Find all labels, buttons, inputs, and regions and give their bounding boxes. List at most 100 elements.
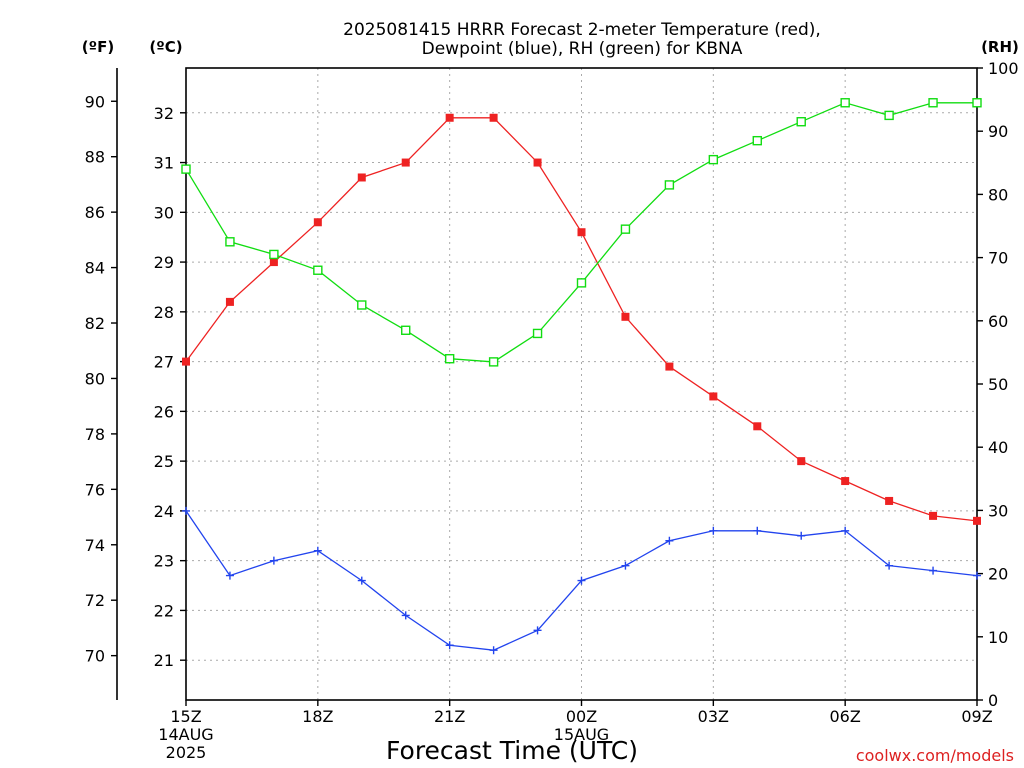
fahrenheit-tick-label: 70 (85, 647, 105, 666)
dewpoint-point (401, 611, 410, 620)
celsius-tick-label: 26 (154, 402, 174, 421)
celsius-tick-label: 31 (154, 154, 174, 173)
rh-point (796, 117, 806, 127)
dewpoint-point (357, 576, 366, 585)
dewpoint-point (929, 566, 938, 575)
data-series (181, 98, 982, 655)
x-tick-label: 15AUG (554, 725, 609, 744)
temperature-point (445, 113, 454, 122)
dewpoint-point (753, 526, 762, 535)
temperature-point (885, 496, 894, 505)
celsius-tick-label: 23 (154, 552, 174, 571)
dewpoint-point (621, 561, 630, 570)
dewpoint-point (445, 641, 454, 650)
x-tick-label: 18Z (302, 707, 333, 726)
temperature-point (225, 297, 234, 306)
temperature-point (313, 218, 322, 227)
rh-point (444, 354, 455, 364)
x-tick-label: 00Z (566, 707, 597, 726)
celsius-tick-label: 30 (154, 203, 174, 222)
x-axis-title: Forecast Time (UTC) (386, 736, 638, 765)
dewpoint-point (577, 576, 586, 585)
temperature-point (357, 173, 366, 182)
temperature-point (929, 511, 938, 520)
dewpoint-point (709, 526, 718, 535)
rh-tick-label: 60 (988, 312, 1008, 331)
celsius-tick-label: 25 (154, 452, 174, 471)
celsius-tick-label: 28 (154, 303, 174, 322)
temperature-point (401, 158, 410, 167)
temperature-point (533, 158, 542, 167)
x-tick-label: 2025 (166, 743, 207, 762)
temperature-point (709, 392, 718, 401)
rh-unit-label: (RH) (981, 38, 1019, 56)
celsius-tick-label: 21 (154, 651, 174, 670)
rh-tick-label: 30 (988, 501, 1008, 520)
fahrenheit-tick-label: 76 (85, 480, 105, 499)
chart-title-line2: Dewpoint (blue), RH (green) for KBNA (422, 39, 743, 59)
watermark-text: coolwx.com/models (856, 746, 1014, 765)
dewpoint-point (533, 626, 542, 635)
rh-point (928, 98, 938, 108)
rh-point (313, 265, 323, 275)
fahrenheit-unit-label: (ºF) (82, 38, 114, 56)
temperature-point (797, 457, 806, 466)
rh-point (620, 224, 631, 234)
dewpoint-point (885, 561, 894, 570)
rh-point (532, 328, 543, 339)
temperature-point (182, 357, 190, 366)
rh-point (840, 98, 850, 108)
x-tick-label: 14AUG (158, 725, 213, 744)
celsius-unit-label: (ºC) (149, 38, 182, 56)
rh-point (269, 249, 279, 260)
rh-tick-label: 20 (988, 565, 1008, 584)
rh-point (664, 180, 675, 190)
fahrenheit-tick-label: 80 (85, 369, 105, 388)
temperature-point (269, 258, 278, 267)
x-tick-label: 15Z (170, 707, 201, 726)
rh-point (708, 154, 719, 165)
rh-point (401, 325, 411, 335)
x-tick-label: 21Z (434, 707, 465, 726)
temperature-point (621, 312, 630, 321)
x-tick-label: 09Z (961, 707, 992, 726)
rh-tick-label: 90 (988, 122, 1008, 141)
series-dewpoint (182, 506, 981, 655)
temperature-point (665, 362, 674, 371)
fahrenheit-tick-label: 84 (85, 259, 105, 278)
rh-point (225, 237, 235, 247)
rh-point (357, 300, 367, 310)
dewpoint-point (225, 571, 234, 580)
temperature-point (973, 516, 981, 525)
dewpoint-point (182, 506, 190, 515)
rh-tick-label: 100 (988, 59, 1019, 78)
fahrenheit-tick-label: 78 (85, 425, 105, 444)
rh-tick-label: 80 (988, 185, 1008, 204)
rh-tick-label: 10 (988, 628, 1008, 647)
rh-point (488, 357, 499, 367)
dewpoint-point (797, 531, 806, 540)
celsius-tick-label: 24 (154, 502, 174, 521)
rh-tick-label: 0 (988, 691, 998, 710)
rh-tick-label: 70 (988, 249, 1008, 268)
celsius-tick-label: 32 (154, 104, 174, 123)
axes: 21 22 23 24 25 26 27 28 29 30 31 32 70 72 74 76 78 80 82 84… (85, 59, 1019, 762)
chart-title-line1: 2025081415 HRRR Forecast 2-meter Tempera… (343, 20, 821, 40)
fahrenheit-tick-label: 72 (85, 591, 105, 610)
fahrenheit-tick-label: 86 (85, 203, 105, 222)
grid-lines (186, 68, 977, 700)
x-tick-label: 06Z (830, 707, 861, 726)
x-tick-label: 03Z (698, 707, 729, 726)
series-rh (181, 98, 982, 367)
dewpoint-point (841, 526, 850, 535)
rh-tick-label: 40 (988, 438, 1008, 457)
temperature-point (577, 228, 586, 237)
series-line-temperature (185, 117, 978, 522)
rh-point (884, 110, 894, 121)
series-temperature (182, 113, 981, 525)
temperature-point (489, 113, 498, 122)
temperature-point (841, 477, 850, 486)
dewpoint-point (269, 556, 278, 565)
